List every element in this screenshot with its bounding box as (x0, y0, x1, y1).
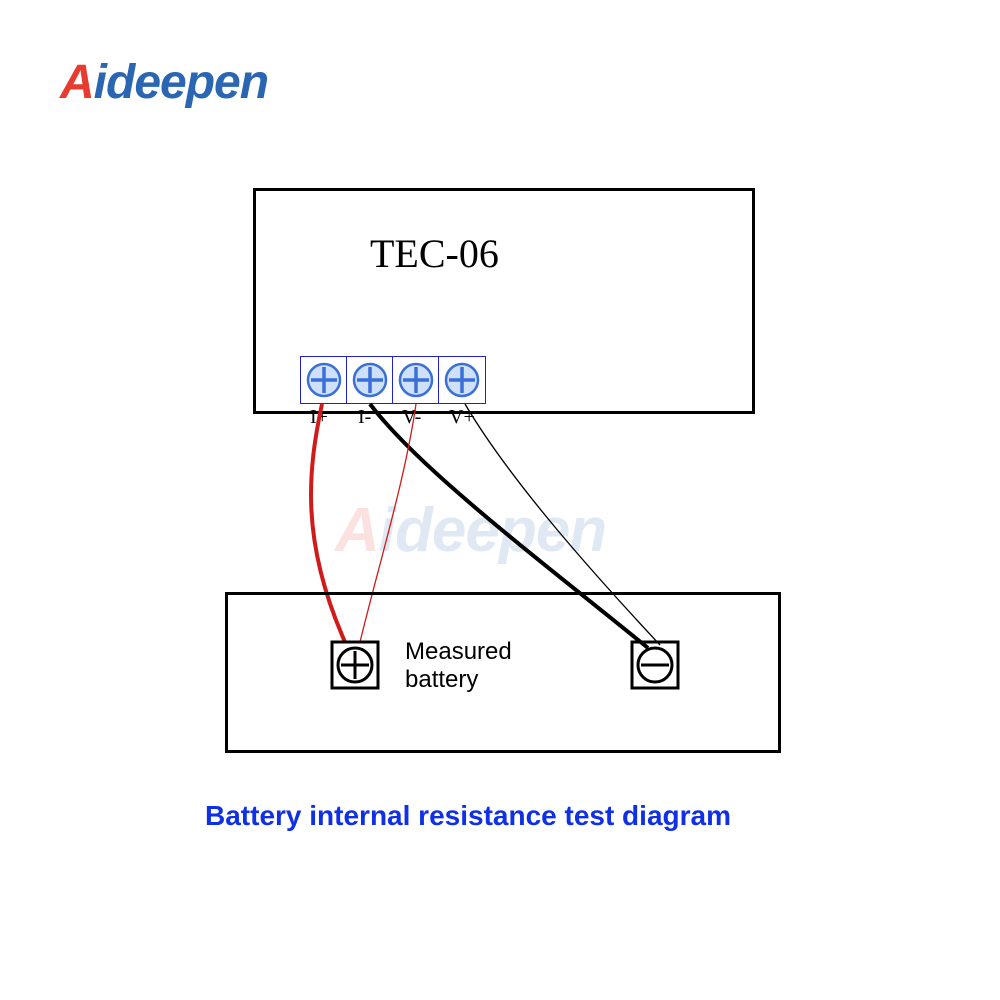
logo-rest: ideepen (94, 56, 268, 109)
terminal-label-i-plus: I+ (310, 406, 328, 429)
diagram-caption: Battery internal resistance test diagram (205, 800, 731, 832)
battery-label-line2: battery (405, 666, 478, 693)
terminal-v-minus (393, 357, 439, 403)
terminal-v-plus (439, 357, 485, 403)
screw-icon (443, 361, 481, 399)
terminal-label-i-minus: I- (358, 406, 371, 429)
minus-icon (630, 640, 680, 690)
terminal-label-v-minus: V- (402, 406, 421, 429)
device-label: TEC-06 (370, 230, 499, 277)
screw-icon (351, 361, 389, 399)
terminal-i-minus (347, 357, 393, 403)
logo-wm-rest: ideepen (379, 496, 606, 565)
brand-logo-watermark: Aideepen (335, 495, 606, 566)
battery-positive-terminal (330, 640, 380, 695)
logo-wm-first-letter: A (335, 496, 379, 565)
logo-first-letter: A (60, 56, 94, 109)
terminal-i-plus (301, 357, 347, 403)
battery-negative-terminal (630, 640, 680, 695)
screw-icon (305, 361, 343, 399)
plus-icon (330, 640, 380, 690)
battery-label: Measured battery (405, 638, 512, 693)
screw-icon (397, 361, 435, 399)
battery-label-line1: Measured (405, 638, 512, 665)
terminal-label-v-plus: V+ (449, 406, 475, 429)
brand-logo-top: Aideepen (60, 55, 268, 110)
terminal-block (300, 356, 486, 404)
